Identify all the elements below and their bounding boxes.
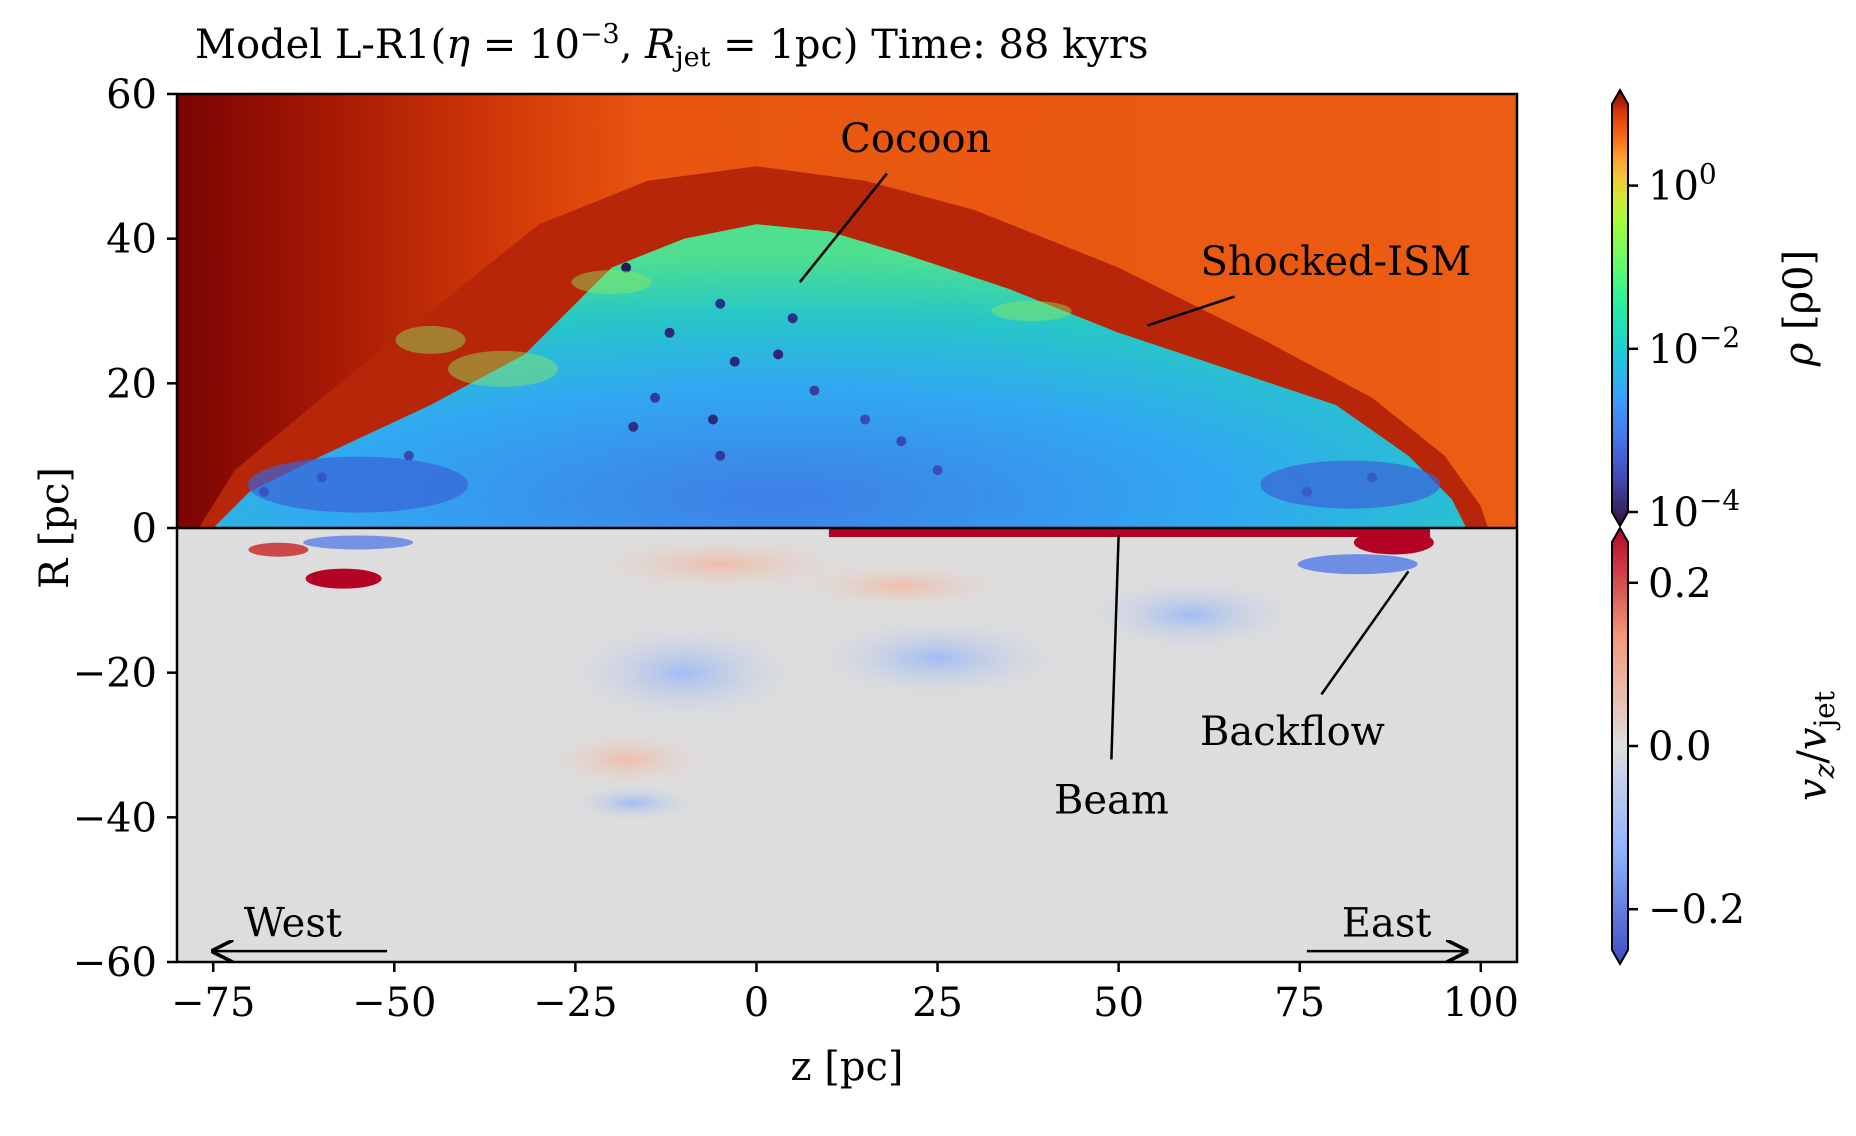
velocity-structure bbox=[781, 560, 1022, 611]
low-density-knot bbox=[729, 356, 740, 367]
jet-head-velocity bbox=[1353, 530, 1434, 555]
x-tick-label: 0 bbox=[744, 980, 769, 1026]
low-density-knot bbox=[715, 298, 726, 309]
y-axis-ticks: 60 40 20 0 −20 −40 −60 bbox=[73, 72, 177, 986]
low-density-knot bbox=[664, 327, 675, 338]
low-density-knot bbox=[932, 465, 943, 476]
beam-pointer-line bbox=[1110, 535, 1120, 760]
x-tick-label: 75 bbox=[1274, 980, 1325, 1026]
y-tick-label: −40 bbox=[73, 795, 157, 841]
western-backflow-density bbox=[248, 456, 469, 513]
y-tick-label: 60 bbox=[106, 72, 157, 118]
low-density-knot bbox=[860, 414, 871, 425]
y-tick-label: −20 bbox=[73, 651, 157, 697]
density-colorbar-tick-label: 100 bbox=[1648, 158, 1717, 210]
low-density-knot bbox=[628, 421, 639, 432]
eastern-backflow-density bbox=[1260, 460, 1441, 509]
low-density-knot bbox=[809, 385, 820, 396]
backflow-pointer-line bbox=[1320, 570, 1410, 696]
y-tick-label: 40 bbox=[106, 217, 157, 263]
density-colorbar-label: ρ [ρ0] bbox=[1776, 250, 1822, 367]
low-density-knot bbox=[403, 450, 414, 461]
x-tick-label: 25 bbox=[912, 980, 963, 1026]
velocity-colorbar-tick-label: 0.0 bbox=[1648, 724, 1712, 770]
velocity-structure bbox=[563, 782, 704, 823]
cocoon-low-density-blobs bbox=[248, 262, 1441, 513]
chart-title: Model L-R1(η = 10−3, Rjet = 1pc) Time: 8… bbox=[195, 19, 1149, 73]
velocity-structure bbox=[536, 729, 717, 790]
west-annotation-label: West bbox=[244, 901, 342, 947]
velocity-structure bbox=[797, 613, 1078, 704]
y-tick-label: −60 bbox=[73, 940, 157, 986]
plot-area bbox=[177, 94, 1517, 962]
y-tick-label: 20 bbox=[106, 361, 157, 407]
velocity-colorbar-bar bbox=[1611, 525, 1629, 967]
west-red-velocity bbox=[305, 568, 382, 589]
cocoon-edge-highlight bbox=[571, 270, 652, 295]
annotations: Cocoon Shocked-ISM Beam Backflow West East bbox=[213, 116, 1471, 951]
low-density-knot bbox=[787, 313, 798, 324]
x-tick-label: −50 bbox=[352, 980, 436, 1026]
y-axis-label: R [pc] bbox=[32, 467, 78, 589]
low-density-knot bbox=[715, 450, 726, 461]
cocoon-annotation-label: Cocoon bbox=[840, 116, 991, 162]
low-density-knot bbox=[650, 392, 661, 403]
y-tick-label: 0 bbox=[132, 506, 157, 552]
east-annotation-label: East bbox=[1342, 901, 1432, 947]
velocity-colorbar: 0.2 0.0 −0.2 vz/vjet bbox=[1611, 525, 1841, 967]
velocity-colorbar-tick-label: −0.2 bbox=[1648, 887, 1745, 933]
x-tick-label: 50 bbox=[1093, 980, 1144, 1026]
west-blue-velocity bbox=[303, 535, 414, 550]
x-tick-label: −25 bbox=[533, 980, 617, 1026]
x-tick-label: −75 bbox=[171, 980, 255, 1026]
cocoon-pointer-line bbox=[798, 172, 888, 283]
velocity-structure bbox=[554, 617, 815, 728]
density-colorbar-tick-label: 10−4 bbox=[1648, 484, 1740, 536]
backflow-velocity bbox=[1297, 554, 1418, 575]
x-axis-ticks: −75 −50 −25 0 25 50 75 100 bbox=[171, 962, 1519, 1026]
velocity-colorbar-tick-label: 0.2 bbox=[1648, 561, 1712, 607]
shocked-ism-annotation-label: Shocked-ISM bbox=[1200, 239, 1471, 285]
west-red-velocity bbox=[248, 542, 309, 557]
density-colorbar-bar bbox=[1611, 87, 1629, 529]
cocoon-region bbox=[213, 224, 1467, 528]
x-tick-label: 100 bbox=[1443, 980, 1519, 1026]
shocked-ism-pointer-line bbox=[1147, 295, 1235, 327]
low-density-knot bbox=[621, 262, 632, 273]
low-density-knot bbox=[708, 414, 718, 425]
low-density-knot bbox=[896, 436, 907, 447]
cocoon-edge-highlight bbox=[395, 325, 466, 354]
velocity-structure bbox=[1071, 574, 1312, 655]
velocity-features bbox=[248, 528, 1434, 823]
cocoon-edge-highlight bbox=[447, 350, 558, 387]
density-colorbar: 100 10−2 10−4 ρ [ρ0] bbox=[1611, 87, 1822, 536]
density-colorbar-tick-label: 10−2 bbox=[1648, 321, 1740, 373]
beam-annotation-label: Beam bbox=[1054, 778, 1169, 824]
x-axis-label: z [pc] bbox=[790, 1044, 903, 1090]
jet-beam-velocity bbox=[828, 528, 1431, 537]
velocity-colorbar-label: vz/vjet bbox=[1790, 690, 1841, 801]
backflow-annotation-label: Backflow bbox=[1200, 709, 1385, 755]
low-density-knot bbox=[773, 349, 784, 360]
cocoon-edge-highlight bbox=[991, 301, 1072, 321]
